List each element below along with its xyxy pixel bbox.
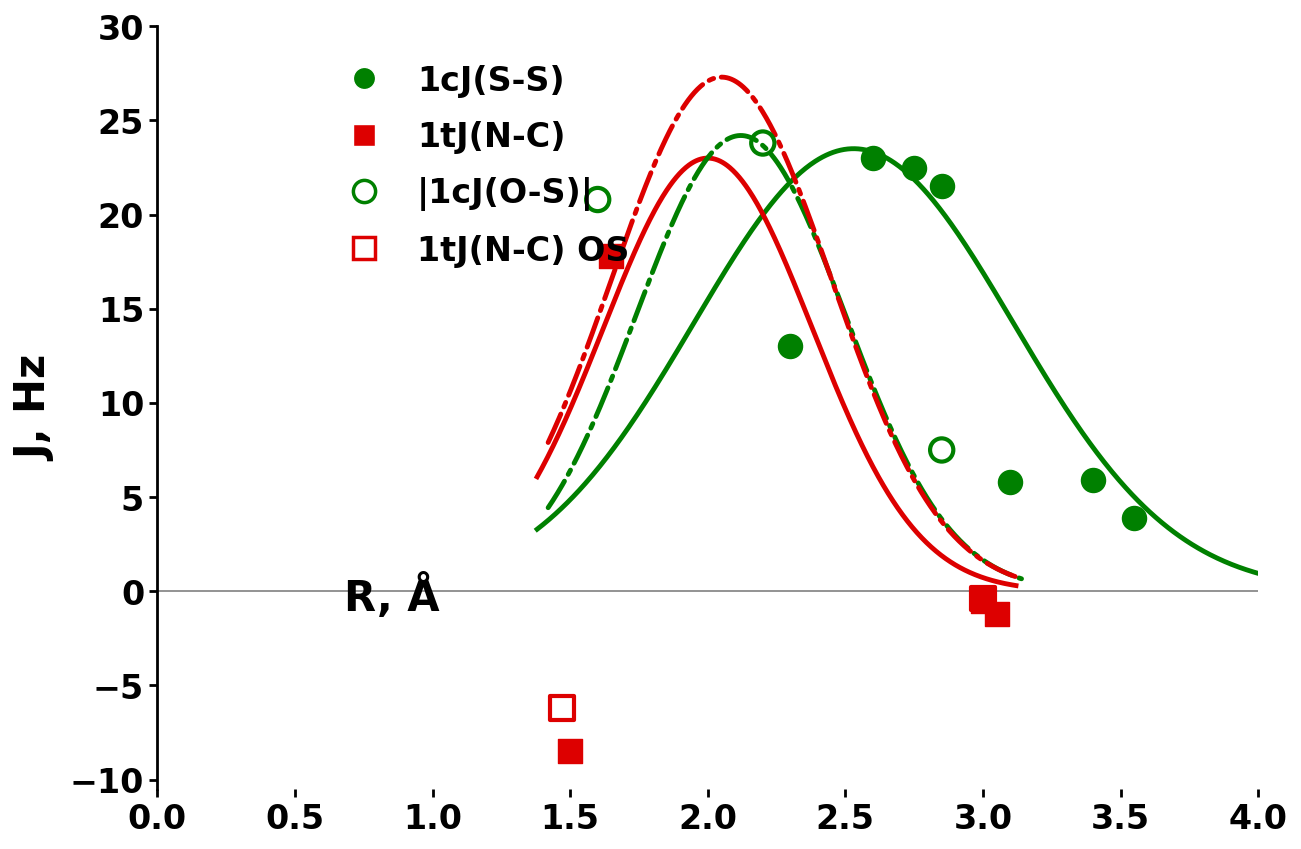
- Point: [601, 250, 622, 263]
- Point: [779, 340, 800, 353]
- Text: R, Å: R, Å: [345, 574, 440, 620]
- Point: [932, 443, 952, 457]
- Point: [903, 161, 924, 175]
- Point: [972, 594, 993, 608]
- Y-axis label: J, Hz: J, Hz: [14, 356, 56, 460]
- Point: [986, 607, 1007, 621]
- Legend: 1cJ(S-S), 1tJ(N-C), |1cJ(O-S)|, 1tJ(N-C) OS: 1cJ(S-S), 1tJ(N-C), |1cJ(O-S)|, 1tJ(N-C)…: [317, 51, 643, 281]
- Point: [999, 475, 1020, 489]
- Point: [932, 180, 952, 194]
- Point: [559, 745, 580, 758]
- Point: [752, 137, 773, 150]
- Point: [863, 152, 883, 166]
- Point: [1124, 511, 1145, 525]
- Point: [552, 701, 572, 715]
- Point: [587, 194, 608, 207]
- Point: [1082, 474, 1103, 487]
- Point: [972, 592, 993, 605]
